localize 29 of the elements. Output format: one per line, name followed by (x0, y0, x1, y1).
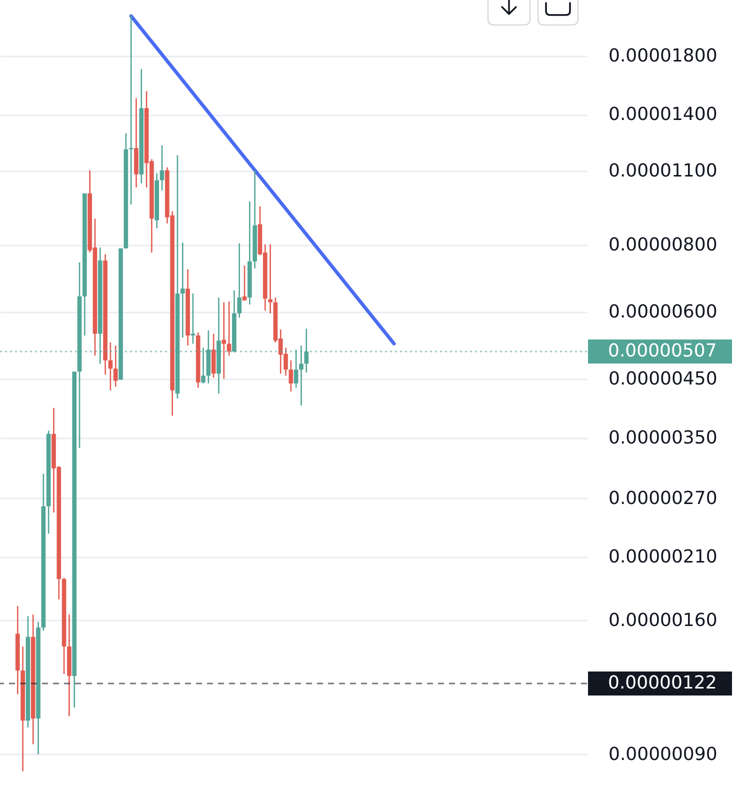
candlestick (211, 333, 216, 378)
candlestick (180, 242, 185, 338)
y-tick-label: 0.00001400 (608, 104, 718, 126)
y-tick-label: 0.00000800 (608, 234, 718, 256)
candlestick (190, 292, 196, 344)
candlestick (268, 244, 272, 314)
y-tick-label: 0.00001800 (608, 46, 718, 67)
y-tick-label: 0.00000450 (608, 368, 718, 390)
candlestick (294, 348, 298, 388)
candlestick (128, 14, 134, 205)
candlestick (242, 264, 247, 302)
y-tick-label: 0.00000210 (608, 546, 718, 568)
y-tick-label: 0.00000160 (608, 610, 718, 631)
y-tick-label: 0.00001100 (608, 160, 718, 182)
candlestick (226, 300, 232, 356)
candlestick (108, 342, 113, 392)
candlestick (288, 360, 294, 392)
candlestick (222, 302, 226, 380)
ref-line-label: 0.00000507 (608, 340, 717, 362)
y-tick-label: 0.00000600 (608, 302, 718, 323)
y-tick-label: 0.00000090 (608, 744, 718, 765)
candlestick (299, 344, 304, 406)
candlestick (237, 242, 242, 318)
y-tick-label: 0.00000270 (608, 488, 718, 509)
candlestick (201, 347, 206, 384)
y-tick-label: 0.00000350 (608, 427, 718, 448)
candlestick (304, 328, 309, 374)
candlestick (113, 344, 118, 388)
ref-line-label: 0.00000122 (608, 672, 717, 694)
